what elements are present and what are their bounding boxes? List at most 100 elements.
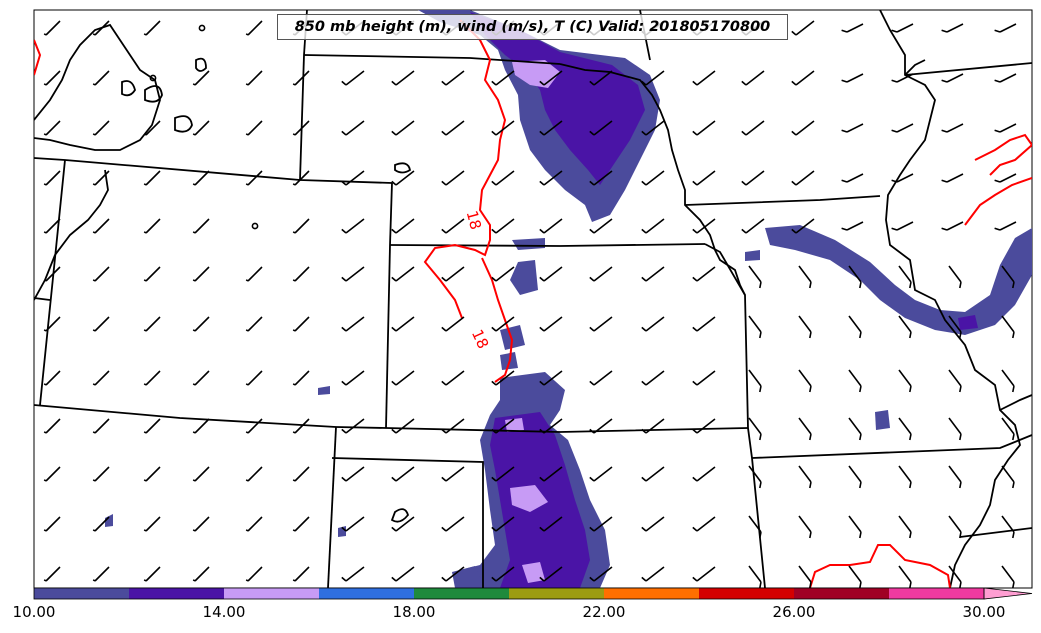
boundary-mo-ar [751, 434, 1032, 459]
wind-barb [791, 70, 815, 86]
wind-barb [641, 466, 665, 482]
wind-barb [441, 266, 465, 282]
colorbar-bin-8 [794, 588, 889, 599]
height-contour-cell-3 [195, 57, 207, 72]
wind-barb [994, 23, 1017, 33]
wind-barb [539, 418, 563, 434]
wind-barb [192, 316, 210, 332]
wind-barb [791, 120, 815, 136]
wind-barb [898, 369, 912, 393]
wind-barb [292, 266, 310, 282]
wind-barb [341, 418, 365, 434]
wind-barb [748, 565, 762, 588]
wind-barb [539, 466, 563, 482]
wind-barb [791, 218, 815, 234]
wind-barb [441, 370, 465, 386]
wind-barb [92, 70, 110, 86]
mississippi-river [879, 10, 1021, 588]
wind-barb [245, 370, 263, 386]
wind-barb [898, 465, 912, 489]
wind-barb [589, 516, 613, 532]
wind-barb [841, 23, 864, 33]
wind-barb [692, 218, 716, 234]
wind-barb [891, 23, 914, 33]
wind-barb [798, 369, 812, 393]
wind-barb [341, 120, 365, 136]
calm-wind-circle [198, 24, 206, 32]
wind-barb [143, 516, 161, 532]
wind-barb [245, 566, 263, 582]
wind-barb [941, 123, 964, 133]
wind-barb [341, 218, 365, 234]
wind-barb [192, 566, 210, 582]
wind-barb [92, 418, 110, 434]
wind-barb [245, 316, 263, 332]
colorbar-tick-5: 30.00 [962, 603, 1006, 621]
colorbar [33, 587, 1033, 600]
wind-barb [43, 70, 61, 86]
wind-barb [43, 418, 61, 434]
wind-barb [891, 221, 914, 231]
wind-barb [491, 70, 515, 86]
wind-barb [994, 173, 1017, 183]
wind-fill-south-peak-3 [505, 418, 524, 432]
wind-barb [391, 566, 415, 582]
height-contour-west [34, 169, 109, 301]
wind-barb [143, 266, 161, 282]
wind-barb [948, 465, 962, 489]
wind-barb [898, 315, 912, 339]
wind-fill-east [765, 225, 1032, 335]
wind-barb [292, 370, 310, 386]
height-contour-cell-2 [174, 115, 193, 133]
wind-barb [292, 120, 310, 136]
wind-barb [748, 465, 762, 489]
wind-barb [994, 73, 1017, 83]
wind-barb [192, 266, 210, 282]
wind-barb [841, 173, 864, 183]
temperature-contours [34, 19, 1032, 588]
river-boundaries [559, 10, 1032, 588]
wind-barb [491, 466, 515, 482]
wind-barb [143, 218, 161, 234]
wind-barb [941, 73, 964, 83]
wind-barb [143, 370, 161, 386]
wind-fill-patch-3 [500, 325, 525, 350]
wind-barb [898, 565, 912, 588]
boundary-sd-ne [303, 54, 561, 65]
wind-barb [245, 70, 263, 86]
colorbar-bin-7 [699, 588, 794, 599]
colorbar-tick-3: 22.00 [582, 603, 626, 621]
wind-barb [748, 417, 762, 441]
wind-barb [539, 370, 563, 386]
wind-barb [491, 316, 515, 332]
wind-barb [92, 170, 110, 186]
wind-barb [92, 566, 110, 582]
wind-barb [92, 516, 110, 532]
colorbar-extend-arrow [983, 587, 1033, 600]
colorbar-bin-3 [319, 588, 414, 599]
wind-barb [92, 466, 110, 482]
wind-barb [92, 120, 110, 136]
wind-barb [641, 170, 665, 186]
height-contour-cell-4 [121, 80, 136, 97]
wind-barb [1001, 515, 1015, 539]
wind-barb [841, 221, 864, 231]
ohio-river [999, 394, 1032, 411]
wind-barb [589, 566, 613, 582]
wind-barb [948, 265, 962, 289]
wind-barb [341, 316, 365, 332]
wind-barb [798, 265, 812, 289]
boundary-co-ne [389, 182, 393, 246]
wind-barb [491, 120, 515, 136]
wind-barb [898, 417, 912, 441]
wind-barb [848, 369, 862, 393]
wind-barb [143, 566, 161, 582]
wind-barb [192, 218, 210, 234]
wind-barb [948, 315, 962, 339]
height-contour-nw [34, 23, 161, 151]
wind-fill-south-peak-1 [510, 485, 548, 512]
wind-barb [441, 566, 465, 582]
wind-barb [539, 170, 563, 186]
wind-barb [43, 466, 61, 482]
